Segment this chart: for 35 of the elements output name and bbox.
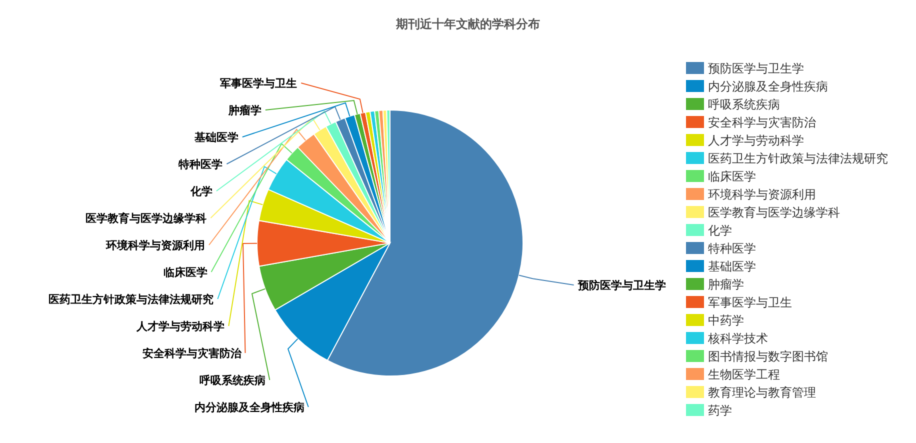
legend-label: 图书情报与数字图书馆 xyxy=(708,350,828,364)
slice-label: 安全科学与灾害防治 xyxy=(142,347,242,360)
legend-label: 核科学技术 xyxy=(707,332,768,346)
slice-label: 化学 xyxy=(189,185,212,198)
slice-label: 医学教育与医学边缘学科 xyxy=(86,212,207,225)
legend-label: 呼吸系统疾病 xyxy=(708,98,780,112)
slice-label: 基础医学 xyxy=(193,131,238,144)
legend-label: 教育理论与教育管理 xyxy=(708,386,816,400)
slice-label: 呼吸系统疾病 xyxy=(200,374,266,387)
chart-title: 期刊近十年文献的学科分布 xyxy=(395,17,540,31)
legend-label: 药学 xyxy=(708,404,732,418)
slice-label: 临床医学 xyxy=(163,266,208,279)
legend-label: 医学教育与医学边缘学科 xyxy=(708,206,840,220)
legend-label: 环境科学与资源利用 xyxy=(708,188,816,202)
slice-label: 特种医学 xyxy=(178,158,223,171)
slice-label: 预防医学与卫生学 xyxy=(576,278,666,292)
legend-label: 临床医学 xyxy=(708,170,756,184)
slice-label: 军事医学与卫生 xyxy=(220,77,298,90)
legend-label: 医药卫生方针政策与法律法规研究 xyxy=(708,152,888,166)
slice-label: 医药卫生方针政策与法律法规研究 xyxy=(48,293,214,306)
legend-label: 中药学 xyxy=(708,314,744,328)
legend-label: 生物医学工程 xyxy=(708,368,780,382)
legend-label: 内分泌腺及全身性疾病 xyxy=(708,80,828,94)
legend-label: 肿瘤学 xyxy=(708,278,744,292)
slice-label: 人才学与劳动科学 xyxy=(136,320,225,333)
legend-label: 军事医学与卫生 xyxy=(708,296,792,310)
slice-label: 肿瘤学 xyxy=(227,104,262,117)
legend-label: 基础医学 xyxy=(708,260,756,274)
slice-label: 内分泌腺及全身性疾病 xyxy=(194,401,304,414)
legend-label: 安全科学与灾害防治 xyxy=(708,116,816,130)
legend-label: 预防医学与卫生学 xyxy=(708,62,804,76)
legend-label: 化学 xyxy=(708,224,732,238)
legend-label: 特种医学 xyxy=(708,242,756,256)
slice-label: 环境科学与资源利用 xyxy=(105,239,206,252)
legend-label: 人才学与劳动科学 xyxy=(708,134,804,148)
